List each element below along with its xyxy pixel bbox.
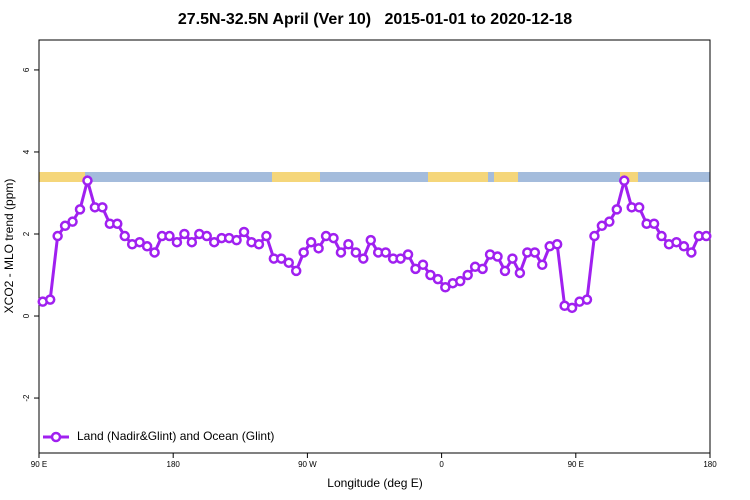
point xyxy=(335,247,347,258)
point xyxy=(82,175,93,186)
point xyxy=(305,236,317,248)
x-tick-label: 90 E xyxy=(31,460,47,469)
point xyxy=(238,226,250,238)
point xyxy=(171,236,183,248)
x-tick-label: 0 xyxy=(439,460,444,469)
point xyxy=(74,204,86,215)
x-tick-label: 180 xyxy=(703,460,717,469)
point xyxy=(596,220,608,232)
legend-label: Land (Nadir&Glint) and Ocean (Glint) xyxy=(77,429,274,443)
x-axis-label: Longitude (deg E) xyxy=(327,476,422,490)
point xyxy=(380,247,391,258)
point xyxy=(604,216,615,227)
x-tick-label: 90 E xyxy=(568,460,584,469)
point xyxy=(164,230,175,242)
point xyxy=(566,302,578,314)
y-axis-label: XCO2 - MLO trend (ppm) xyxy=(2,179,16,314)
y-tick-label: 4 xyxy=(22,149,31,154)
point xyxy=(186,236,198,248)
x-tick-label: 90 W xyxy=(298,460,317,469)
point xyxy=(611,204,623,215)
point xyxy=(656,230,667,242)
point xyxy=(343,238,354,250)
point xyxy=(678,241,690,252)
point xyxy=(589,230,600,242)
point xyxy=(410,263,421,275)
point xyxy=(44,294,56,305)
point xyxy=(149,247,160,258)
point xyxy=(499,265,511,277)
point xyxy=(201,230,212,242)
point xyxy=(67,216,78,227)
point xyxy=(701,230,712,242)
point xyxy=(208,236,220,248)
point xyxy=(365,234,377,246)
point xyxy=(261,230,272,242)
point xyxy=(358,253,369,264)
point xyxy=(350,247,362,258)
point xyxy=(537,259,548,271)
point xyxy=(395,253,406,264)
point xyxy=(581,294,593,305)
point xyxy=(283,257,295,268)
point xyxy=(440,282,451,293)
y-tick-label: 0 xyxy=(22,313,31,318)
point xyxy=(619,175,630,186)
point xyxy=(633,202,645,213)
point xyxy=(551,238,563,250)
y-tick-label: -2 xyxy=(22,394,31,402)
point xyxy=(59,220,71,232)
point xyxy=(112,218,123,229)
point xyxy=(313,243,324,254)
point xyxy=(141,241,153,252)
plot-frame xyxy=(38,39,711,454)
map-strip-land xyxy=(39,172,638,182)
point xyxy=(97,202,108,213)
point xyxy=(276,253,287,264)
x-tick-label: 180 xyxy=(167,460,181,469)
chart-title: 27.5N-32.5N April (Ver 10) 2015-01-01 to… xyxy=(178,11,572,28)
point xyxy=(231,234,242,246)
point xyxy=(477,263,488,275)
point xyxy=(648,218,660,229)
point xyxy=(134,236,145,248)
point xyxy=(529,247,541,258)
point xyxy=(119,230,130,242)
point xyxy=(432,273,444,285)
point xyxy=(253,238,265,250)
point xyxy=(52,230,63,242)
point xyxy=(402,249,414,260)
point xyxy=(454,275,466,287)
point xyxy=(328,232,339,244)
point xyxy=(671,236,682,248)
y-tick-label: 6 xyxy=(22,67,31,72)
point xyxy=(179,228,190,240)
point xyxy=(514,267,526,279)
point xyxy=(507,253,518,264)
point xyxy=(492,251,503,262)
point xyxy=(290,265,302,277)
point xyxy=(425,269,436,281)
legend-marker xyxy=(50,431,62,443)
y-tick-label: 2 xyxy=(22,231,31,236)
map-strip-ocean xyxy=(39,172,710,182)
point xyxy=(462,269,473,281)
point xyxy=(298,247,309,258)
point xyxy=(417,259,429,271)
point xyxy=(686,247,697,258)
